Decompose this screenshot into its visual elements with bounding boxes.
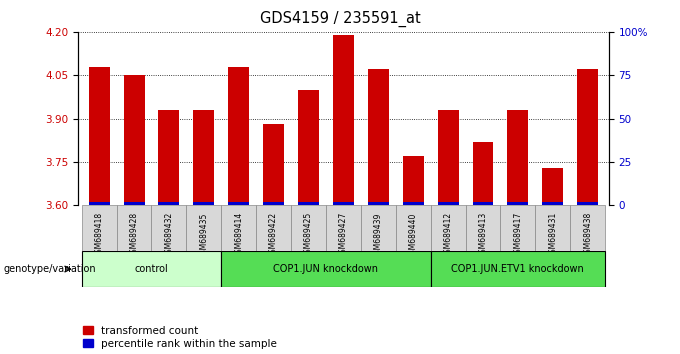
Bar <box>82 251 221 287</box>
Text: COP1.JUN knockdown: COP1.JUN knockdown <box>273 264 379 274</box>
Bar <box>368 202 389 205</box>
Bar <box>158 202 180 205</box>
Text: GSM689412: GSM689412 <box>443 212 453 258</box>
Bar <box>361 205 396 251</box>
Bar <box>326 205 361 251</box>
Bar <box>430 205 466 251</box>
Bar <box>158 110 180 205</box>
Bar <box>116 205 152 251</box>
Bar <box>186 205 221 251</box>
Bar <box>152 205 186 251</box>
Bar <box>221 205 256 251</box>
Bar <box>473 142 494 205</box>
Bar <box>403 202 424 205</box>
Text: GSM689417: GSM689417 <box>513 212 522 258</box>
Text: GSM689439: GSM689439 <box>374 212 383 259</box>
Bar <box>298 90 319 205</box>
Text: GSM689425: GSM689425 <box>304 212 313 258</box>
Bar <box>577 69 598 205</box>
Bar <box>124 75 144 205</box>
Legend: transformed count, percentile rank within the sample: transformed count, percentile rank withi… <box>84 326 277 349</box>
Bar <box>124 202 144 205</box>
Bar <box>473 202 494 205</box>
Bar <box>542 168 563 205</box>
Bar <box>193 202 214 205</box>
Bar <box>263 124 284 205</box>
Text: COP1.JUN.ETV1 knockdown: COP1.JUN.ETV1 knockdown <box>452 264 584 274</box>
Bar <box>571 205 605 251</box>
Bar <box>88 67 109 205</box>
Text: GSM689418: GSM689418 <box>95 212 103 258</box>
Bar <box>221 251 430 287</box>
Text: GSM689428: GSM689428 <box>129 212 139 258</box>
Bar <box>333 202 354 205</box>
Bar <box>500 205 535 251</box>
Bar <box>430 251 605 287</box>
Bar <box>507 202 528 205</box>
Bar <box>193 110 214 205</box>
Bar <box>88 202 109 205</box>
Bar <box>577 202 598 205</box>
Text: GSM689438: GSM689438 <box>583 212 592 258</box>
Bar <box>466 205 500 251</box>
Bar <box>396 205 430 251</box>
Text: GSM689413: GSM689413 <box>479 212 488 258</box>
Bar <box>368 69 389 205</box>
Text: GSM689422: GSM689422 <box>269 212 278 258</box>
Bar <box>438 202 458 205</box>
Text: GSM689440: GSM689440 <box>409 212 418 259</box>
Text: GSM689427: GSM689427 <box>339 212 348 258</box>
Bar <box>291 205 326 251</box>
Bar <box>263 202 284 205</box>
Text: GSM689431: GSM689431 <box>548 212 558 258</box>
Bar <box>535 205 571 251</box>
Bar <box>298 202 319 205</box>
Text: control: control <box>135 264 169 274</box>
Text: genotype/variation: genotype/variation <box>3 264 96 274</box>
Text: GSM689414: GSM689414 <box>234 212 243 258</box>
Bar <box>228 202 249 205</box>
Bar <box>403 156 424 205</box>
Bar <box>256 205 291 251</box>
Bar <box>507 110 528 205</box>
Text: GSM689432: GSM689432 <box>165 212 173 258</box>
Bar <box>82 205 116 251</box>
Bar <box>333 35 354 205</box>
Text: GDS4159 / 235591_at: GDS4159 / 235591_at <box>260 11 420 27</box>
Text: GSM689435: GSM689435 <box>199 212 208 259</box>
Bar <box>228 67 249 205</box>
Bar <box>542 202 563 205</box>
Bar <box>438 110 458 205</box>
